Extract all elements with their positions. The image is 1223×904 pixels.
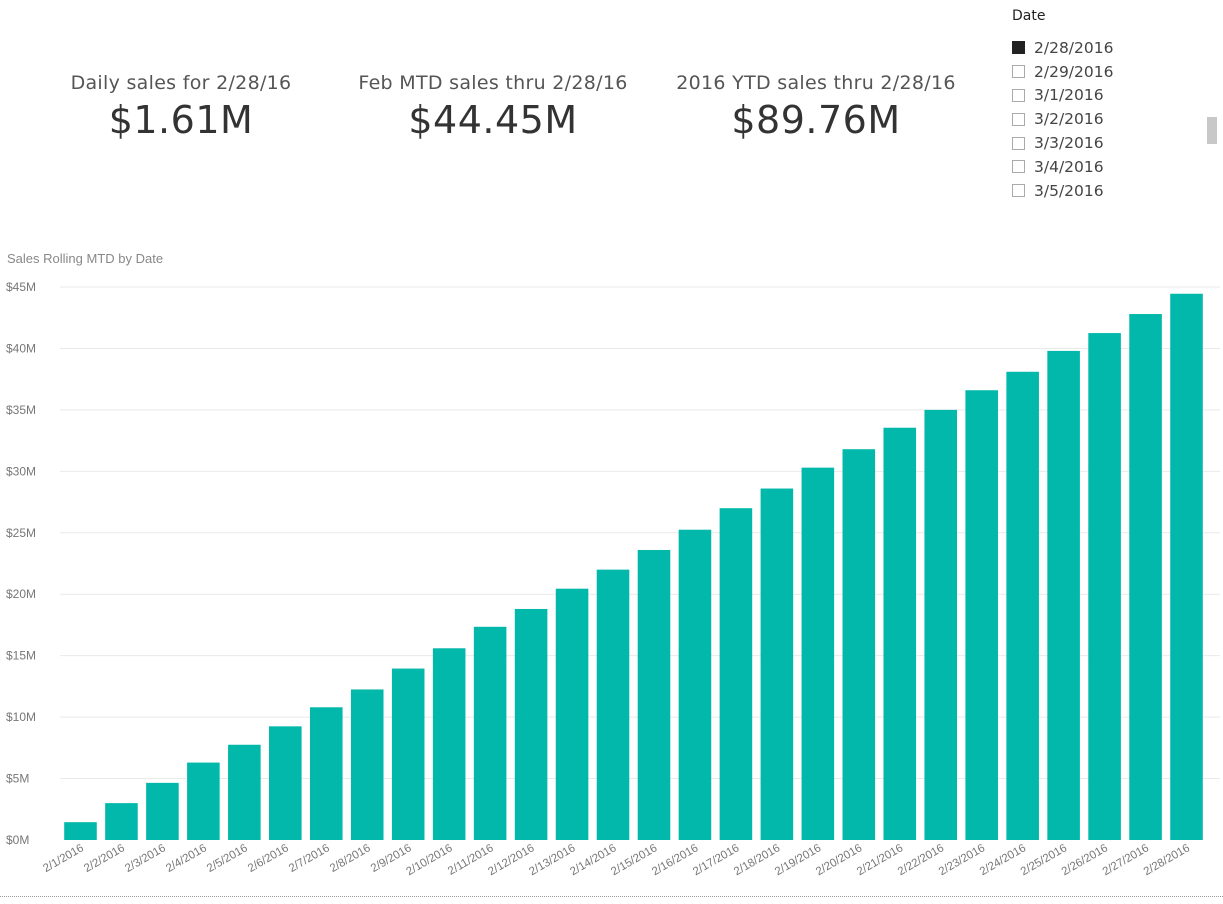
bar[interactable] (719, 508, 753, 840)
bar[interactable] (269, 726, 302, 840)
checkbox-icon[interactable] (1012, 160, 1025, 174)
divider (0, 896, 1223, 897)
x-tick-label: 2/28/2016 (1142, 842, 1192, 878)
bar[interactable] (1088, 333, 1121, 840)
bar-series (64, 293, 1203, 840)
bar[interactable] (842, 449, 876, 840)
bar[interactable] (678, 529, 712, 840)
chart-title: Sales Rolling MTD by Date (7, 251, 164, 266)
date-slicer: Date 2/28/2016 2/29/2016 3/1/2016 3/2/20… (1008, 6, 1218, 206)
checkbox-icon[interactable] (1012, 65, 1025, 79)
bar[interactable] (1170, 293, 1203, 840)
bar[interactable] (64, 822, 97, 840)
kpi-value: $1.61M (108, 98, 254, 142)
checkbox-icon[interactable] (1012, 184, 1025, 198)
x-tick-label: 2/4/2016 (164, 842, 209, 875)
slicer-item-label: 2/29/2016 (1034, 62, 1114, 81)
y-axis-ticks: $0M $5M $10M $15M $20M $25M $30M $35M $40M $45M (6, 280, 36, 847)
bar[interactable] (432, 648, 466, 840)
x-tick-label: 2/10/2016 (404, 842, 454, 878)
bar[interactable] (1129, 314, 1162, 840)
bar[interactable] (1047, 350, 1080, 840)
x-tick-label: 2/1/2016 (41, 842, 86, 875)
slicer-item-label: 3/5/2016 (1034, 181, 1104, 200)
slicer-title: Date (1012, 8, 1046, 24)
bar[interactable] (146, 782, 179, 840)
bar[interactable] (473, 626, 507, 840)
slicer-item[interactable]: 3/5/2016 (1012, 179, 1113, 203)
bar[interactable] (228, 744, 261, 840)
x-tick-label: 2/6/2016 (246, 842, 291, 875)
slicer-scrollbar[interactable] (1207, 117, 1217, 144)
bar[interactable] (760, 488, 794, 840)
kpi-label: 2016 YTD sales thru 2/28/16 (676, 72, 956, 94)
kpi-value: $44.45M (408, 98, 578, 142)
slicer-item[interactable]: 2/29/2016 (1012, 60, 1113, 84)
bar[interactable] (965, 390, 998, 840)
bar[interactable] (350, 689, 384, 840)
x-tick-label: 2/8/2016 (328, 842, 373, 875)
y-tick-label: $15M (6, 649, 36, 663)
checkbox-icon[interactable] (1012, 88, 1025, 102)
x-tick-label: 2/2/2016 (82, 842, 127, 875)
y-tick-label: $25M (6, 526, 36, 540)
kpi-card-ytd-sales: 2016 YTD sales thru 2/28/16 $89.76M (666, 72, 966, 142)
x-tick-label: 2/7/2016 (287, 842, 332, 875)
y-tick-label: $35M (6, 403, 36, 417)
slicer-item[interactable]: 3/1/2016 (1012, 84, 1113, 108)
kpi-label: Feb MTD sales thru 2/28/16 (358, 72, 628, 94)
bar[interactable] (883, 427, 917, 840)
bar[interactable] (801, 467, 835, 840)
x-tick-label: 2/3/2016 (123, 842, 168, 875)
slicer-item-label: 3/3/2016 (1034, 134, 1104, 153)
slicer-item-label: 3/2/2016 (1034, 110, 1104, 129)
slicer-list: 2/28/2016 2/29/2016 3/1/2016 3/2/2016 3/… (1012, 36, 1113, 203)
checkbox-icon[interactable] (1012, 136, 1025, 150)
bar[interactable] (514, 608, 548, 840)
y-tick-label: $45M (6, 280, 36, 294)
slicer-item[interactable]: 2/28/2016 (1012, 36, 1113, 60)
slicer-item-label: 2/28/2016 (1034, 38, 1114, 57)
slicer-item[interactable]: 3/2/2016 (1012, 107, 1113, 131)
bar[interactable] (637, 549, 671, 840)
y-tick-label: $20M (6, 587, 36, 601)
y-tick-label: $0M (6, 833, 29, 847)
kpi-label: Daily sales for 2/28/16 (70, 72, 292, 94)
sales-rolling-mtd-chart: $0M $5M $10M $15M $20M $25M $30M $35M $40M $45M 2… (6, 280, 1220, 878)
y-tick-label: $40M (6, 341, 36, 355)
kpi-card-daily-sales: Daily sales for 2/28/16 $1.61M (31, 72, 331, 142)
slicer-item[interactable]: 3/3/2016 (1012, 131, 1113, 155)
bar[interactable] (391, 668, 425, 840)
slicer-item-label: 3/4/2016 (1034, 157, 1104, 176)
x-axis-ticks: 2/1/20162/2/20162/3/20162/4/20162/5/2016… (41, 842, 1192, 878)
bar[interactable] (105, 803, 138, 840)
gridlines (60, 286, 1220, 780)
bar[interactable] (309, 707, 343, 840)
bar[interactable] (187, 762, 220, 840)
bar[interactable] (596, 569, 630, 840)
slicer-item-label: 3/1/2016 (1034, 86, 1104, 105)
y-tick-label: $30M (6, 464, 36, 478)
kpi-value: $89.76M (731, 98, 901, 142)
y-tick-label: $5M (6, 772, 29, 786)
kpi-card-feb-mtd-sales: Feb MTD sales thru 2/28/16 $44.45M (343, 72, 643, 142)
checkbox-icon[interactable] (1012, 112, 1025, 126)
bar[interactable] (1006, 371, 1039, 840)
y-tick-label: $10M (6, 710, 36, 724)
checkbox-icon[interactable] (1012, 41, 1025, 55)
bar[interactable] (555, 588, 589, 840)
x-tick-label: 2/5/2016 (205, 842, 250, 875)
slicer-item[interactable]: 3/4/2016 (1012, 155, 1113, 179)
bar[interactable] (924, 409, 958, 840)
